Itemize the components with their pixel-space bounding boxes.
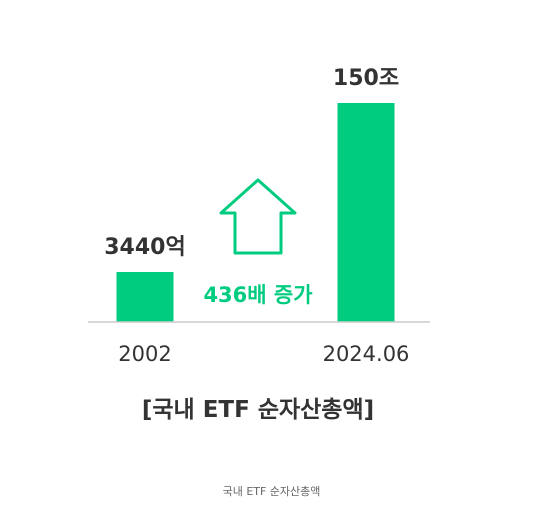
chart-title: [국내 ETF 순자산총액] xyxy=(142,397,374,423)
value-label-2024-06: 150조 xyxy=(333,66,399,91)
bar-2002 xyxy=(116,272,174,322)
x-tick-label-2002: 2002 xyxy=(118,342,171,366)
growth-annotation: 436배 증가 xyxy=(203,283,313,307)
bar-2024-06 xyxy=(337,103,395,322)
bar-chart: 3440억 150조 2002 2024.06 436배 증가 [국내 ETF … xyxy=(88,66,430,423)
value-label-2002: 3440억 xyxy=(104,235,185,260)
up-arrow-outline-icon xyxy=(219,178,297,255)
figure-caption: 국내 ETF 순자산총액 xyxy=(222,485,321,498)
x-tick-label-2024-06: 2024.06 xyxy=(323,342,410,366)
